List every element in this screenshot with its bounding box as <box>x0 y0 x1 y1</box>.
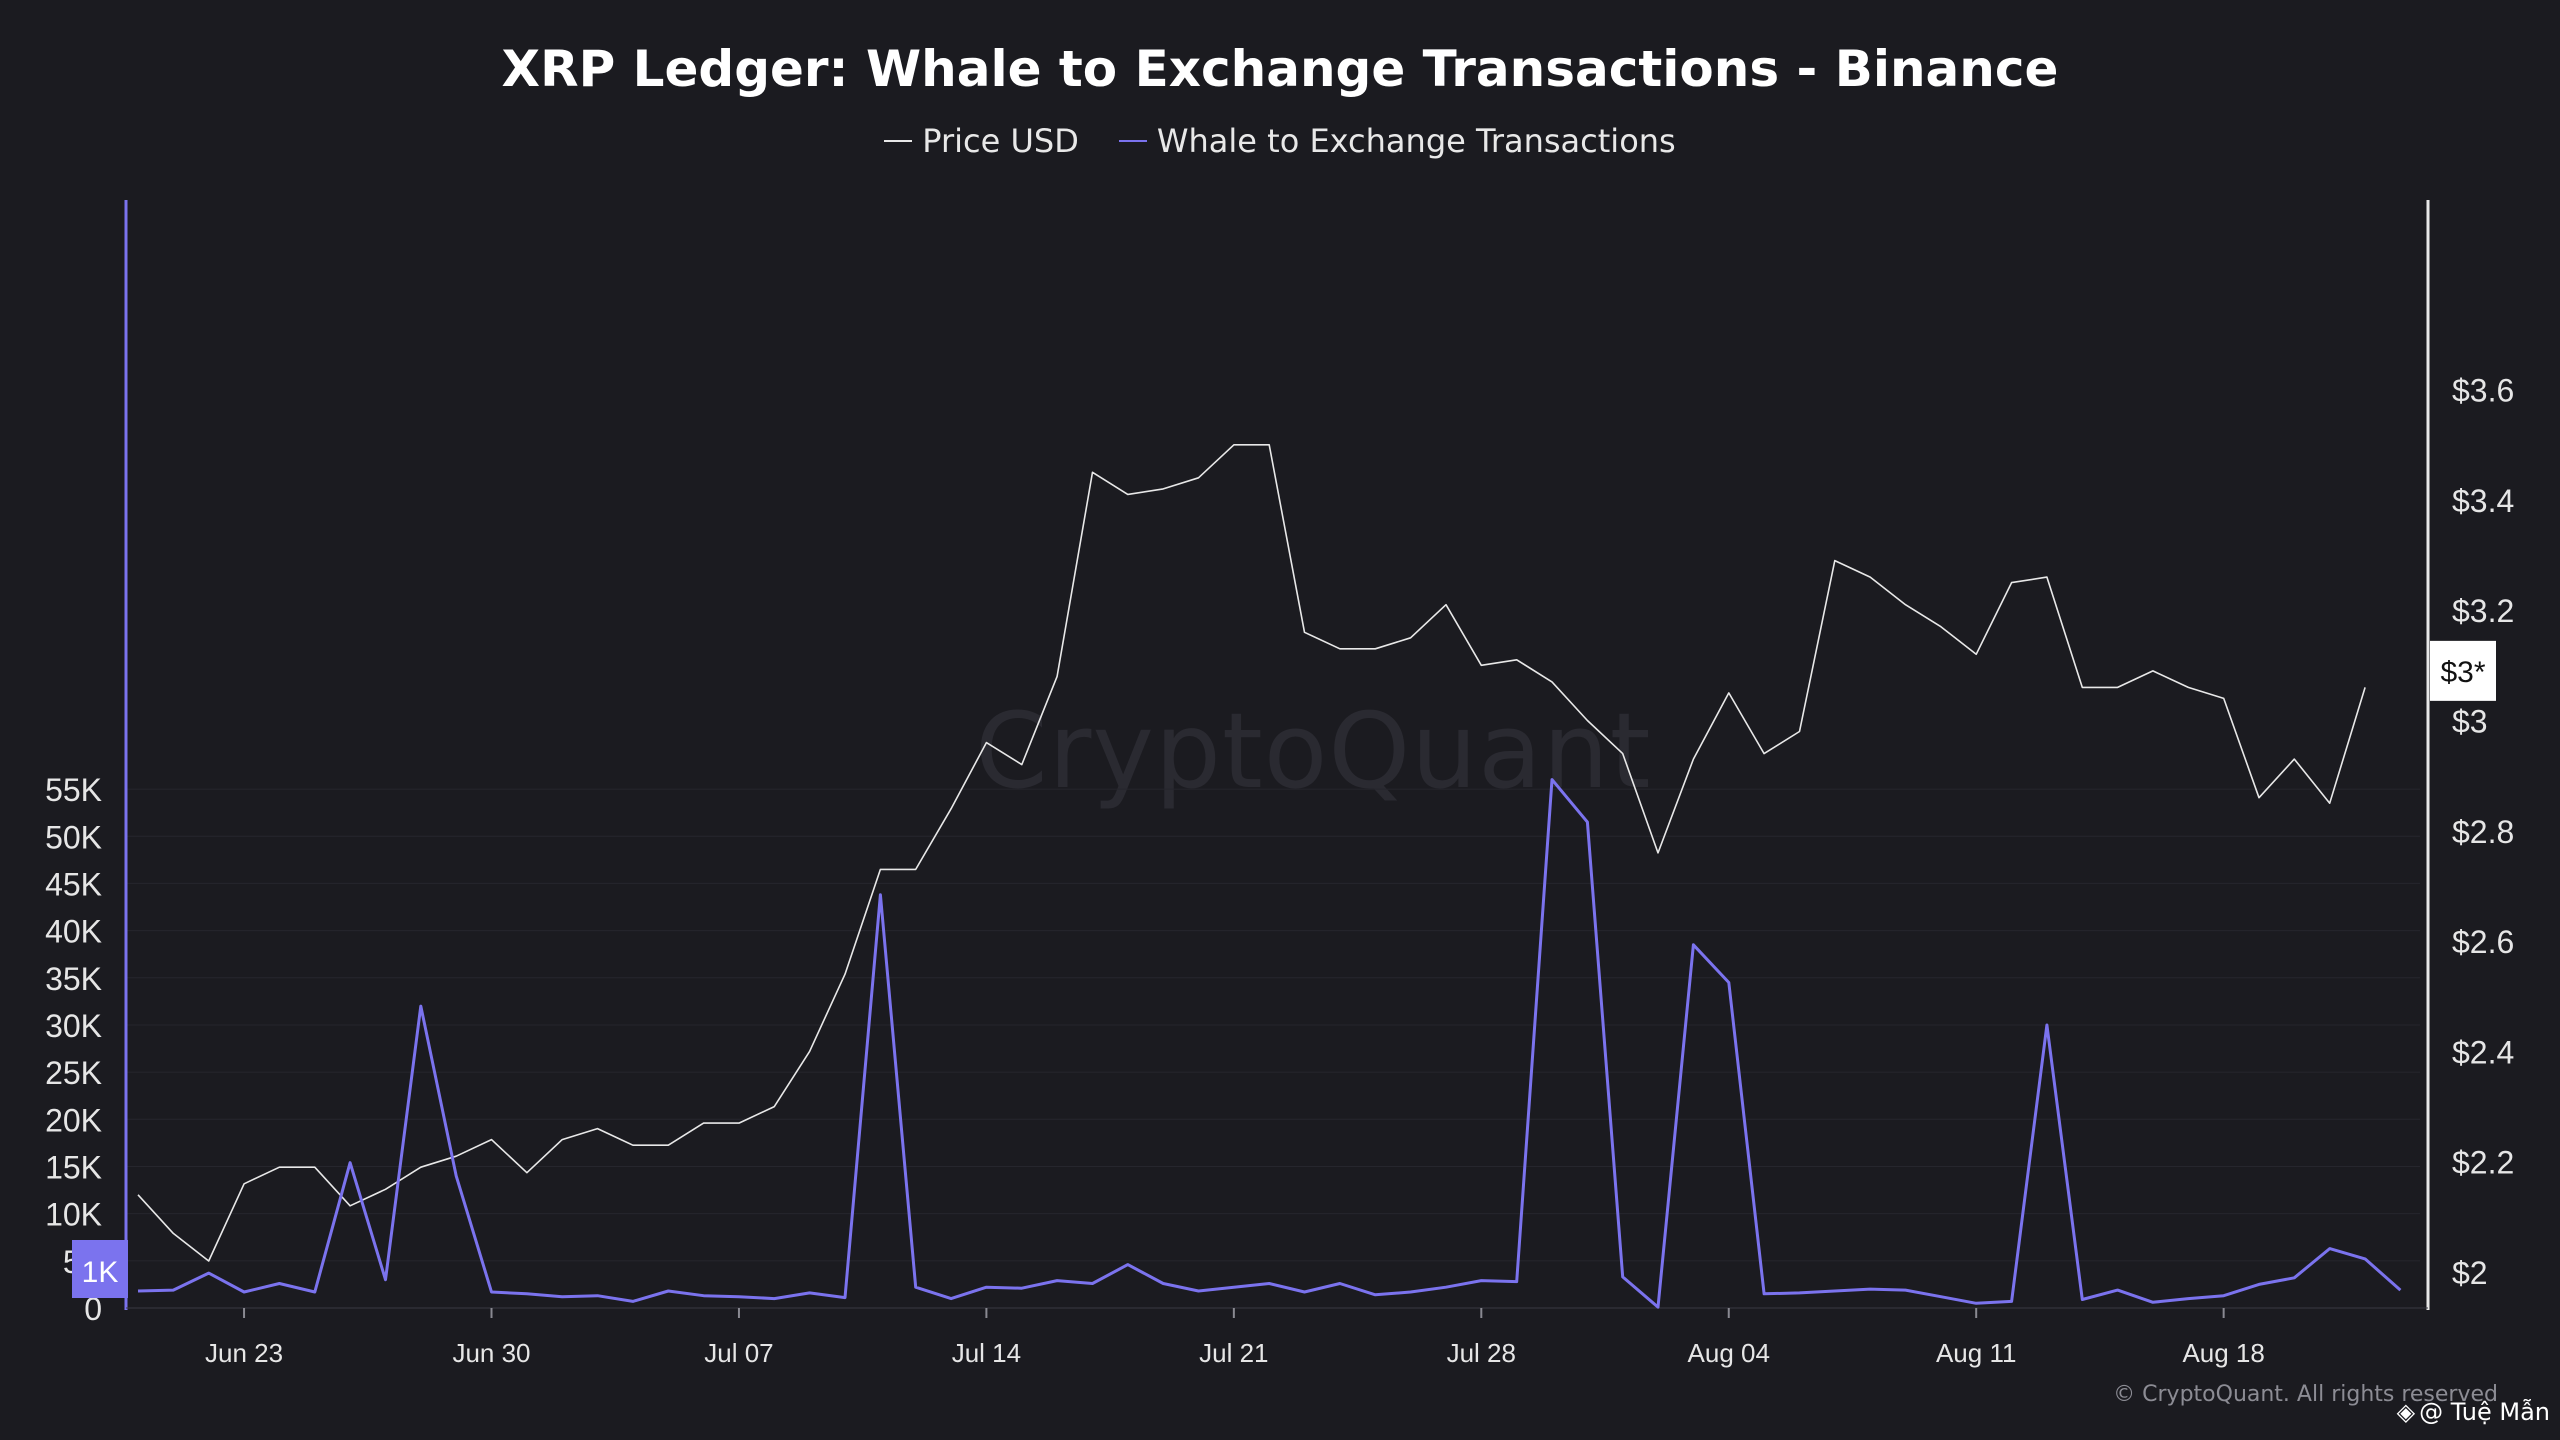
y-right-tick-label: $2.8 <box>2452 814 2514 850</box>
right-axis-marker-label: $3* <box>2440 656 2485 689</box>
y-right-tick-label: $2.2 <box>2452 1145 2514 1181</box>
x-tick-label: Jun 30 <box>452 1338 530 1368</box>
y-right-tick-label: $2 <box>2452 1255 2488 1291</box>
author-name: @ Tuệ Mẫn <box>2419 1398 2550 1426</box>
x-tick-label: Jul 14 <box>952 1338 1021 1368</box>
legend-label-price: Price USD <box>922 122 1079 160</box>
y-left-tick-label: 45K <box>45 866 102 902</box>
right-axis-marker-box <box>2430 640 2496 701</box>
author-credit: ◈ @ Tuệ Mẫn <box>2397 1398 2550 1426</box>
y-left-tick-label: 30K <box>45 1008 102 1044</box>
y-right-tick-label: $2.6 <box>2452 924 2514 960</box>
y-left-tick-label: 0 <box>84 1291 102 1327</box>
legend-label-whale: Whale to Exchange Transactions <box>1156 122 1676 160</box>
legend-swatch-price <box>884 140 913 142</box>
y-left-tick-label: 15K <box>45 1149 102 1185</box>
chart-title: XRP Ledger: Whale to Exchange Transactio… <box>501 40 2059 98</box>
axis-markers: 1K $3* <box>72 640 2496 1298</box>
legend-item-price[interactable]: Price USD <box>884 122 1079 160</box>
left-axis-marker-label: 1K <box>82 1256 119 1289</box>
y-left-tick-label: 40K <box>45 914 102 950</box>
copyright-text: © CryptoQuant. All rights reserved <box>2113 1382 2498 1407</box>
y-left-tick-label: 55K <box>45 772 102 808</box>
x-tick-label: Aug 18 <box>2182 1338 2264 1368</box>
legend-swatch-whale <box>1118 140 1147 142</box>
x-tick-label: Aug 04 <box>1688 1338 1770 1368</box>
series-line-price-usd <box>137 443 2366 1262</box>
y-right-tick-label: $3.6 <box>2452 373 2514 409</box>
left-axis-marker-box <box>72 1240 128 1298</box>
y-left-tick-label: 10K <box>45 1197 102 1233</box>
plot-lines <box>137 443 2402 1309</box>
axes: 05K10K15K20K25K30K35K40K45K50K55K$2$2.2$… <box>45 200 2514 1368</box>
x-tick-label: Jul 07 <box>704 1338 773 1368</box>
y-right-tick-label: $3.4 <box>2452 483 2514 519</box>
y-right-tick-label: $3 <box>2452 704 2488 740</box>
watermark: CryptoQuant <box>975 690 1652 812</box>
y-right-tick-label: $2.4 <box>2452 1034 2514 1070</box>
y-left-tick-label: 25K <box>45 1055 102 1091</box>
y-left-tick-label: 50K <box>45 819 102 855</box>
x-tick-label: Jul 21 <box>1199 1338 1268 1368</box>
legend-item-whale[interactable]: Whale to Exchange Transactions <box>1118 122 1676 160</box>
x-tick-label: Jul 28 <box>1447 1338 1516 1368</box>
x-tick-label: Jun 23 <box>205 1338 283 1368</box>
series-line-whale-transactions <box>137 778 2402 1309</box>
y-left-tick-label: 35K <box>45 961 102 997</box>
grid-lines <box>126 788 2420 1262</box>
x-tick-label: Aug 11 <box>1936 1338 2016 1368</box>
binance-icon: ◈ <box>2396 1398 2416 1426</box>
y-left-tick-label: 20K <box>45 1102 102 1138</box>
y-right-tick-label: $3.2 <box>2452 593 2514 629</box>
chart-legend: Price USD Whale to Exchange Transactions <box>0 122 2560 160</box>
